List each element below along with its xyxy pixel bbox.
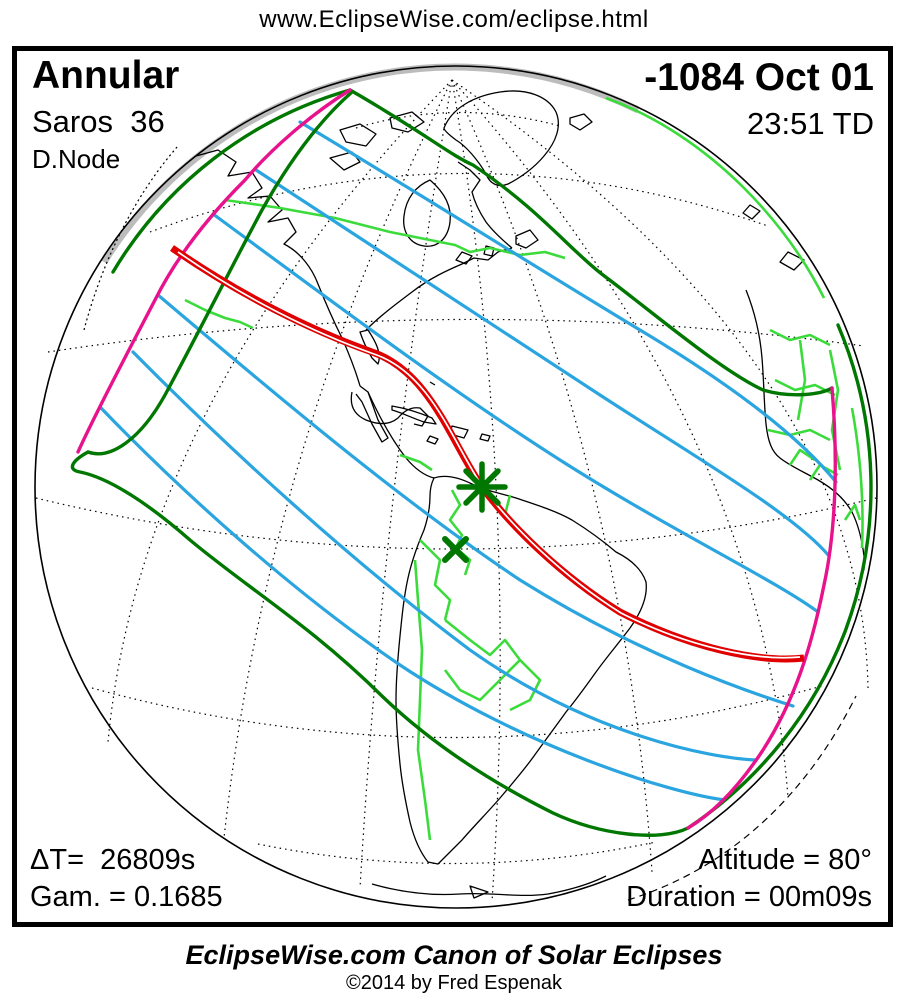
greatest-eclipse-star-marker [456,461,508,513]
country-borders [184,96,864,841]
altitude-value: Altitude = 80° [698,844,872,876]
footer-title: EclipseWise.com Canon of Solar Eclipses [185,940,723,970]
greatest-duration-x-marker [442,536,469,563]
delta-t-value: ΔT= 26809s [30,844,196,876]
limb-shading-band [101,63,640,264]
footer-copyright: ©2014 by Fred Espenak [346,972,562,994]
max-eclipse-contour-lines [99,120,838,802]
penumbral-limit-north [348,88,834,397]
duration-value: Duration = 00m09s [626,881,872,913]
penumbral-limit-east-limb [686,323,873,830]
node-label: D.Node [32,144,121,174]
eclipse-time-label: 23:51 TD [747,106,874,141]
penumbral-limit-northwest-limb [111,88,352,274]
page-url-header: www.EclipseWise.com/eclipse.html [259,6,649,33]
saros-label: Saros 36 [32,104,165,139]
globe-outline [34,65,878,909]
penumbral-limit-south [70,90,690,837]
gamma-value: Gam. = 0.1685 [30,881,223,913]
eclipse-type-label: Annular [32,54,180,97]
eclipse-date-label: -1084 Oct 01 [644,56,874,99]
map-frame [12,46,893,927]
penumbral-limit-curves [70,88,873,837]
terminator-dashed-arcs [83,145,857,901]
sunrise-sunset-curves [76,88,837,830]
